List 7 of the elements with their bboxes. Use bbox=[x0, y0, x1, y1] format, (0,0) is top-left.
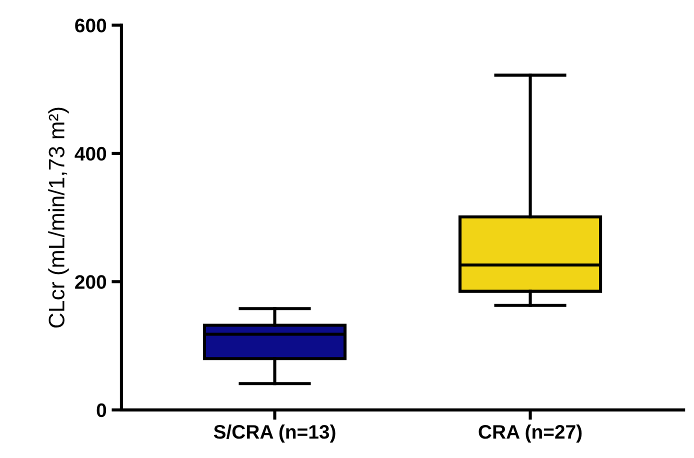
y-tick-label: 400 bbox=[74, 146, 106, 161]
y-tick-label: 200 bbox=[75, 275, 106, 289]
y-tick-label: 0 bbox=[96, 403, 106, 418]
y-axis-title: CLcr (mL/min/1,73 m²) bbox=[48, 108, 69, 328]
x-tick-label: CRA (n=27) bbox=[478, 424, 582, 443]
x-tick-label: S/CRA (n=13) bbox=[214, 424, 336, 443]
y-tick-label: 600 bbox=[75, 18, 106, 32]
